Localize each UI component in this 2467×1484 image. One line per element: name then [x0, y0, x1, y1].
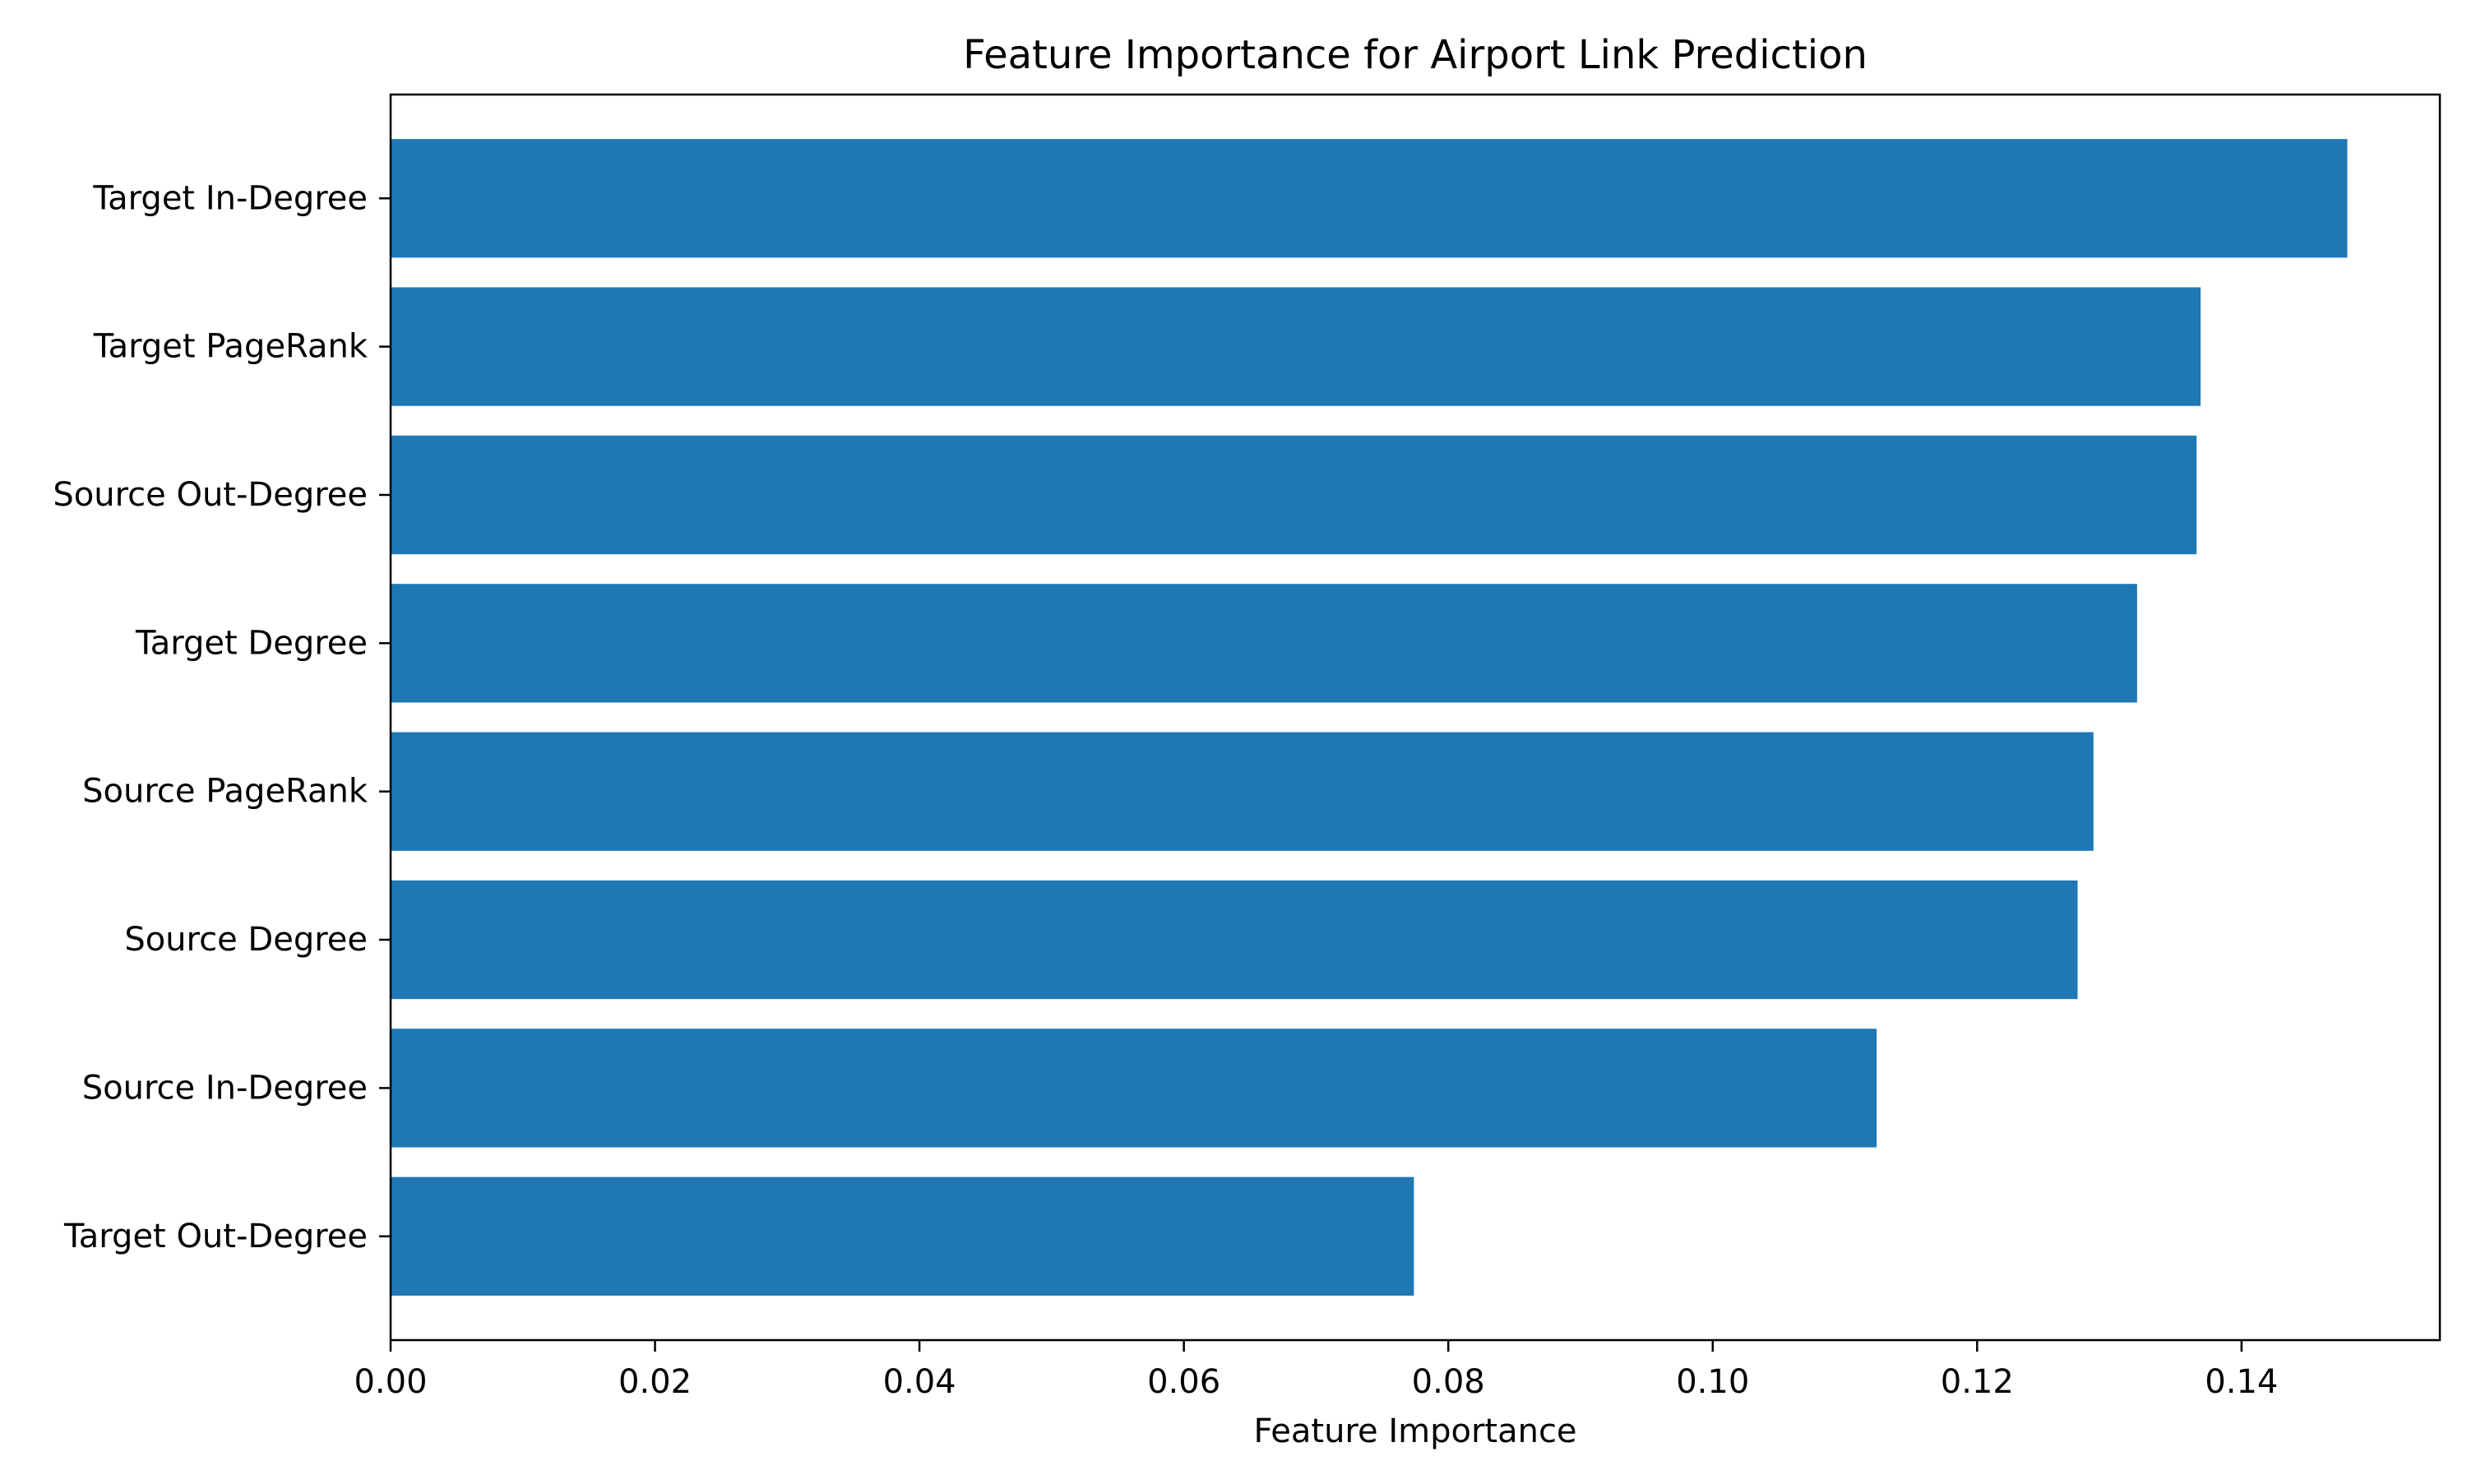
x-tick-label: 0.04 [883, 1363, 956, 1401]
y-axis: Target In-Degree Target PageRank Source Ou… [53, 179, 391, 1255]
x-axis: 0.00 0.02 0.04 0.06 0.08 0.10 0.12 0.14 [354, 1340, 2278, 1401]
x-tick-label: 0.06 [1147, 1363, 1220, 1401]
bar [391, 1177, 1414, 1296]
x-tick-label: 0.14 [2205, 1363, 2278, 1401]
bar [391, 732, 2094, 851]
y-tick-label: Target Degree [135, 624, 368, 662]
x-tick-label: 0.00 [354, 1363, 427, 1401]
x-tick-label: 0.12 [1941, 1363, 2014, 1401]
bar [391, 139, 2348, 258]
y-tick-label: Source Degree [124, 921, 368, 959]
bar [391, 287, 2201, 406]
y-tick-label: Target In-Degree [92, 179, 368, 217]
y-tick-label: Target Out-Degree [63, 1218, 368, 1255]
plot-frame [389, 93, 2442, 1342]
chart-title: Feature Importance for Airport Link Pred… [963, 32, 1868, 78]
bar [391, 880, 2078, 1000]
x-axis-label: Feature Importance [1253, 1412, 1576, 1450]
x-tick-label: 0.02 [618, 1363, 692, 1401]
bar [391, 1029, 1877, 1148]
bar [391, 584, 2137, 703]
y-tick-label: Source PageRank [82, 773, 368, 811]
y-tick-label: Target PageRank [93, 328, 368, 366]
x-tick-label: 0.08 [1412, 1363, 1485, 1401]
bar [391, 435, 2197, 555]
x-tick-label: 0.10 [1676, 1363, 1749, 1401]
y-tick-label: Source In-Degree [82, 1069, 368, 1107]
bars-group [391, 139, 2348, 1296]
y-tick-label: Source Out-Degree [53, 476, 368, 514]
